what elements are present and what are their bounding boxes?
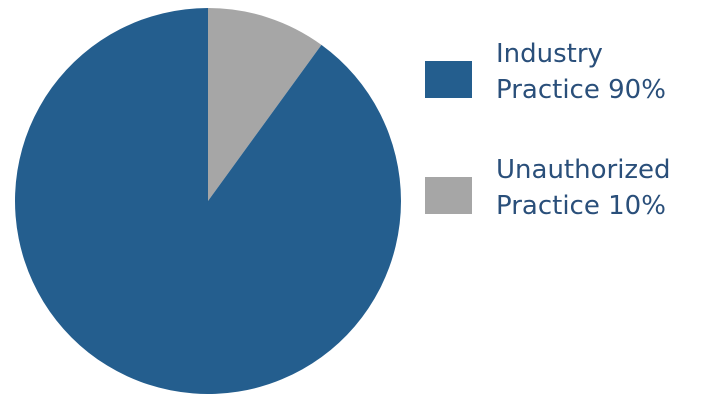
- legend-swatch-unauthorized: [425, 177, 472, 214]
- legend-label-unauthorized-line2: Practice 10%: [496, 191, 666, 221]
- legend-label-industry: Industry Practice 90%: [496, 36, 666, 108]
- legend-item-unauthorized: Unauthorized Practice 10%: [425, 152, 712, 224]
- chart-legend: Industry Practice 90% Unauthorized Pract…: [425, 36, 712, 268]
- legend-item-industry: Industry Practice 90%: [425, 36, 712, 108]
- pie-chart: [15, 8, 402, 394]
- legend-label-unauthorized-line1: Unauthorized: [496, 155, 671, 185]
- legend-label-industry-line2: Practice 90%: [496, 75, 666, 105]
- legend-swatch-industry: [425, 61, 472, 98]
- legend-label-industry-line1: Industry: [496, 39, 603, 69]
- legend-label-unauthorized: Unauthorized Practice 10%: [496, 152, 671, 224]
- pie-slice-unauthorized: [208, 8, 322, 201]
- pie-slice-industry: [15, 8, 402, 394]
